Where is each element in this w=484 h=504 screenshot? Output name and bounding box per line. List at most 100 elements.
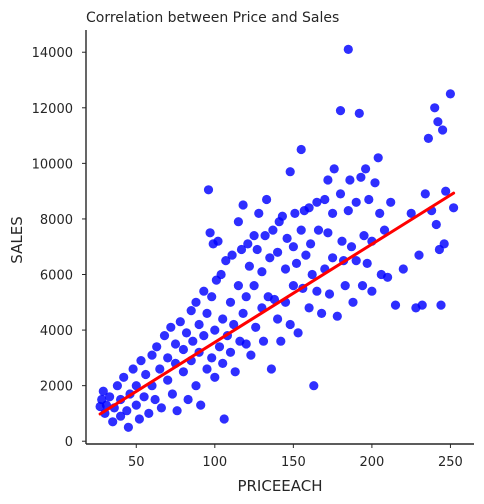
data-point [296,225,306,235]
data-point [243,239,253,249]
data-point [199,331,209,341]
data-point [105,392,115,402]
data-point [254,208,264,218]
data-point [175,317,185,327]
data-point [364,194,374,205]
data-point [324,289,335,299]
y-axis-label: SALES [8,216,26,263]
data-point [276,336,286,346]
data-point [163,375,173,385]
data-point [98,386,108,396]
data-point [123,422,133,432]
data-point [136,356,146,366]
data-point [285,319,295,330]
data-point [246,350,256,360]
data-point [269,294,280,305]
data-point [252,244,262,255]
data-point [273,314,283,324]
data-point [343,206,353,216]
data-point [207,353,217,363]
data-point [238,200,248,210]
data-point [343,44,353,55]
data-point [238,308,248,318]
data-point [205,228,215,238]
data-point [329,164,339,174]
data-point [131,400,141,410]
data-point [348,297,358,307]
data-point [233,281,243,291]
y-tick-label: 10000 [32,157,73,172]
data-point [159,331,170,341]
data-point [312,286,322,296]
data-point [320,194,330,205]
data-point [225,347,236,357]
data-point [166,322,176,332]
data-point [317,308,327,318]
data-point [414,250,424,260]
data-point [257,267,267,277]
data-point [202,308,212,318]
data-point [191,381,201,391]
data-point [335,106,346,116]
data-point [155,364,165,374]
data-point [178,344,188,355]
data-point [346,242,357,252]
data-point [306,239,316,249]
data-point [288,281,298,291]
x-axis-label: PRICEEACH [237,477,322,495]
data-point [156,403,166,413]
data-point [367,286,377,296]
data-point [170,339,181,349]
data-point [390,300,401,310]
data-point [141,369,151,380]
data-point [233,217,243,227]
data-point [449,203,459,213]
data-point [359,231,369,241]
x-axis-ticks: 50 100 150 200 250 [128,444,463,470]
x-tick-label: 50 [128,455,145,470]
data-point [258,336,269,346]
data-point [328,208,338,218]
data-point [277,211,287,221]
data-point [260,231,270,241]
data-point [356,172,366,182]
data-point [134,414,144,424]
x-tick-label: 150 [281,455,306,470]
data-point [354,108,364,118]
y-tick-label: 14000 [32,46,73,61]
data-point [433,117,443,127]
data-point [328,253,338,263]
data-point [386,197,396,207]
chart-title: Correlation between Price and Sales [86,10,339,26]
data-point [241,292,251,302]
data-point [370,178,380,188]
data-point [304,303,314,313]
data-point [323,175,333,185]
data-point [431,219,441,230]
data-point [337,236,347,246]
data-point [398,264,408,274]
x-tick-label: 200 [359,455,384,470]
data-point [266,364,276,374]
data-point [178,367,188,377]
data-point [150,394,160,405]
y-axis-ticks: 0 2000 4000 6000 8000 10000 12000 14000 [32,46,86,450]
data-point [268,225,278,235]
data-point [152,342,162,352]
data-point [167,389,177,399]
data-point [296,144,306,155]
data-point [147,350,157,360]
data-point [379,225,390,235]
data-point [214,342,225,352]
data-point [225,297,236,307]
data-point [351,197,361,207]
data-point [191,297,201,307]
data-point [357,281,368,291]
data-point [293,328,303,338]
y-tick-label: 2000 [40,380,73,395]
data-point [375,208,385,218]
data-point [244,261,254,271]
data-point [340,281,350,291]
data-point [445,89,455,99]
data-point [163,353,173,363]
